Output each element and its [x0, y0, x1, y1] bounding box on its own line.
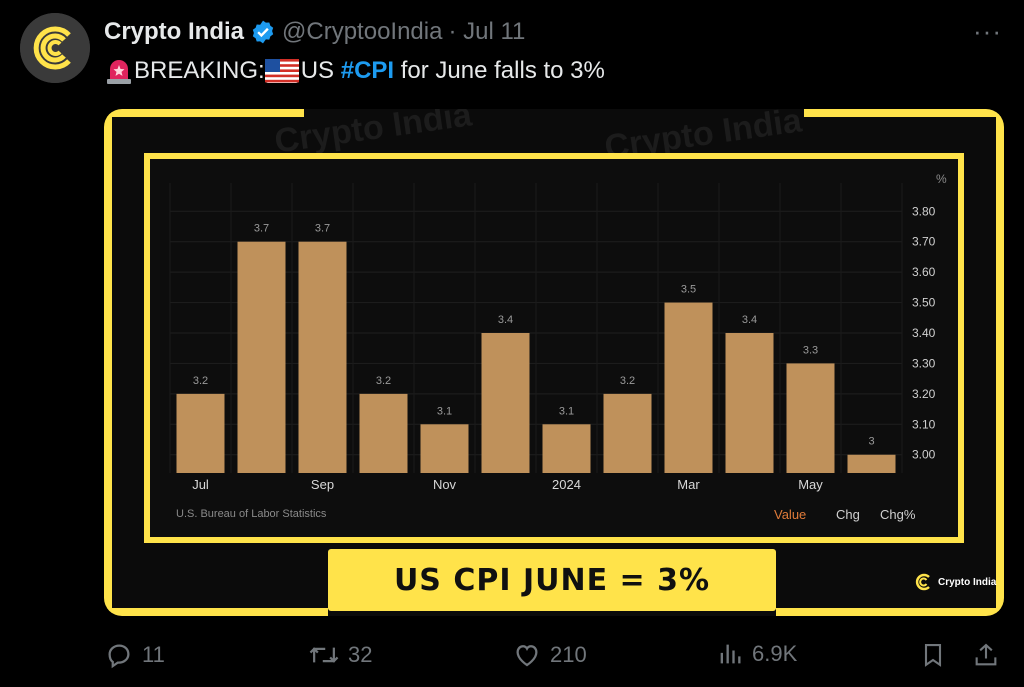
view-count: 6.9K	[752, 641, 798, 666]
brand-logo: Crypto India	[914, 572, 996, 592]
avatar[interactable]	[20, 13, 90, 83]
x-tick-label: Jul	[192, 477, 209, 492]
tweet-header: Crypto India @CryptooIndia · Jul 11	[104, 16, 525, 48]
bar-value-label: 3.5	[681, 284, 696, 296]
y-tick-label: 3.70	[912, 235, 936, 249]
x-tick-label: Sep	[311, 477, 334, 492]
bar-value-label: 3.1	[559, 405, 574, 417]
bar-dec[interactable]	[481, 333, 530, 473]
legend-chg[interactable]: Chg	[836, 507, 860, 522]
siren-emoji-icon	[107, 60, 131, 84]
x-tick-label: Mar	[677, 477, 700, 492]
tweet-text-prefix: BREAKING:	[134, 57, 265, 84]
bar-feb[interactable]	[603, 393, 652, 473]
y-tick-label: 3.40	[912, 326, 936, 340]
tweet-date[interactable]: · Jul 11	[448, 18, 526, 45]
retweet-button[interactable]: 32	[308, 640, 372, 670]
tweet-media-image[interactable]: Crypto India Crypto India 3.80 3.70 3.60 3.…	[104, 109, 1004, 616]
bar-may[interactable]	[786, 363, 835, 473]
bar-value-label: 3.4	[498, 314, 513, 326]
crypto-india-logo-icon	[20, 13, 90, 83]
y-tick-label: 3.80	[912, 204, 936, 218]
us-flag-emoji-icon	[264, 59, 299, 83]
bar-value-label: 3.3	[803, 344, 818, 356]
bar-value-label: 3.2	[620, 375, 635, 387]
headline-banner-text: US CPI JUNE = 3%	[393, 562, 711, 598]
user-handle[interactable]: @CryptooIndia	[282, 18, 443, 45]
bar-sep[interactable]	[298, 241, 347, 473]
y-tick-label: 3.60	[912, 265, 936, 279]
frame-accent-left	[104, 109, 112, 616]
views-chart-icon	[720, 644, 741, 664]
bar-value-label: 3.2	[376, 375, 391, 387]
heart-icon	[516, 645, 538, 667]
frame-accent-bottom-right	[776, 608, 1004, 616]
bar-value-label: 3.7	[315, 223, 330, 235]
y-tick-label: 3.00	[912, 448, 936, 462]
chart-frame: 3.80 3.70 3.60 3.50 3.40 3.30 3.20 3.10 3.00 3.2 J…	[144, 153, 964, 543]
like-button[interactable]: 210	[512, 640, 587, 670]
ellipsis-icon[interactable]: ···	[973, 16, 1002, 46]
x-tick-label: May	[798, 477, 823, 492]
share-icon	[975, 643, 997, 666]
bar-aug[interactable]	[237, 241, 286, 473]
bar-value-label: 3.7	[254, 223, 269, 235]
bar-mar[interactable]	[664, 302, 713, 473]
reply-icon	[108, 644, 130, 669]
x-tick-label: 2024	[552, 477, 581, 492]
bar-value-label: 3.2	[193, 375, 208, 387]
tweet-text-country: US	[300, 57, 341, 84]
headline-banner: US CPI JUNE = 3%	[328, 549, 776, 611]
crypto-india-small-logo-icon	[915, 573, 930, 591]
tweet-text: BREAKING: US #CPI for June falls to 3%	[104, 56, 605, 86]
bookmark-icon	[924, 644, 942, 667]
verified-badge-icon[interactable]	[250, 19, 276, 45]
bar-value-label: 3.4	[742, 314, 757, 326]
views-button[interactable]: 6.9K	[716, 640, 797, 668]
y-tick-label: 3.30	[912, 356, 936, 370]
tweet-action-bar: 11 32 210 6.9K	[104, 640, 1004, 674]
tweet-text-suffix: for June falls to 3%	[394, 57, 605, 84]
bar-jun[interactable]	[847, 454, 896, 473]
bar-2024[interactable]	[542, 424, 591, 473]
bar-oct[interactable]	[359, 393, 408, 473]
hashtag-cpi-link[interactable]: #CPI	[340, 57, 395, 84]
y-tick-label: 3.10	[912, 417, 936, 431]
reply-button[interactable]: 11	[104, 640, 165, 670]
legend-value[interactable]: Value	[774, 507, 806, 522]
retweet-icon	[309, 647, 339, 663]
frame-accent-bottom-left	[104, 608, 328, 616]
display-name[interactable]: Crypto India	[104, 18, 245, 45]
bar-value-label: 3.1	[437, 405, 452, 417]
bookmark-button[interactable]	[919, 640, 947, 670]
retweet-count: 32	[348, 642, 373, 667]
legend-chg-percent[interactable]: Chg%	[880, 507, 916, 522]
frame-accent-top-left	[104, 109, 304, 117]
frame-accent-top-right	[804, 109, 1004, 117]
brand-logo-text: Crypto India	[938, 576, 997, 588]
reply-count: 11	[142, 642, 165, 667]
y-tick-label: 3.20	[912, 387, 936, 401]
chart-source: U.S. Bureau of Labor Statistics	[176, 508, 327, 520]
frame-accent-right	[996, 109, 1004, 616]
like-count: 210	[550, 642, 587, 667]
bar-apr[interactable]	[725, 333, 774, 473]
bar-nov[interactable]	[420, 424, 469, 473]
bar-jul[interactable]	[176, 393, 225, 473]
y-unit-label: %	[936, 172, 947, 186]
cpi-bar-chart: 3.80 3.70 3.60 3.50 3.40 3.30 3.20 3.10 3.00 3.2 J…	[169, 172, 947, 522]
share-button[interactable]	[972, 640, 1000, 670]
bar-value-label: 3	[868, 436, 874, 448]
x-tick-label: Nov	[433, 477, 457, 492]
y-tick-label: 3.50	[912, 296, 936, 310]
